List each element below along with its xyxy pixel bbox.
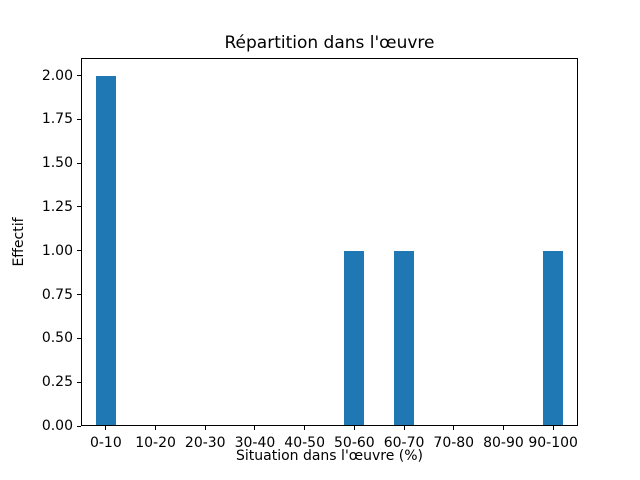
bar-60-70 [394,250,415,426]
y-tick-label: 0.75 [41,286,73,303]
x-tick-mark [204,426,206,430]
plot-area [81,58,578,426]
x-tick-mark [403,426,405,430]
x-tick-label-50-60: 50-60 [334,435,375,451]
x-axis-label: Situation dans l'œuvre (%) [235,448,424,464]
bar-0-10 [95,75,116,426]
x-tick-mark [502,426,504,430]
bar-50-60 [344,250,365,426]
y-tick-mark [77,75,81,77]
y-tick-label: 1.50 [41,155,73,172]
x-tick-label-60-70: 60-70 [383,435,425,451]
y-tick-label: 1.75 [41,111,73,128]
y-tick-label: 1.00 [41,242,73,259]
y-tick-mark [77,162,81,164]
y-tick-mark [77,206,81,208]
x-tick-mark [304,426,306,430]
y-tick-mark [77,118,81,120]
x-tick-mark [105,426,107,430]
y-tick-mark [77,294,81,296]
x-tick-label-10-20: 10-20 [135,435,176,451]
y-tick-label: 1.25 [41,198,73,215]
y-tick-mark [77,381,81,383]
y-tick-label: 0.00 [41,418,73,434]
chart-title: Répartition dans l'œuvre [224,33,435,53]
x-tick-label-0-10: 0-10 [89,435,122,451]
x-tick-label-70-80: 70-80 [433,435,475,451]
y-tick-label: 0.25 [41,374,73,391]
x-tick-label-30-40: 30-40 [234,435,276,451]
y-tick-label: 0.50 [41,330,73,347]
x-tick-label-80-90: 80-90 [483,435,524,451]
x-tick-mark [155,426,157,430]
x-tick-mark [453,426,455,430]
y-axis-label: Effectif [11,217,27,267]
x-tick-mark [353,426,355,430]
x-tick-label-20-30: 20-30 [184,435,226,451]
x-tick-label-90-100: 90-100 [528,435,578,451]
y-tick-mark [77,425,81,427]
y-tick-label: 2.00 [41,67,73,84]
bar-90-100 [543,250,564,426]
x-tick-label-40-50: 40-50 [284,435,325,451]
x-tick-mark [254,426,256,430]
y-tick-mark [77,250,81,252]
x-tick-mark [552,426,554,430]
y-tick-mark [77,337,81,339]
